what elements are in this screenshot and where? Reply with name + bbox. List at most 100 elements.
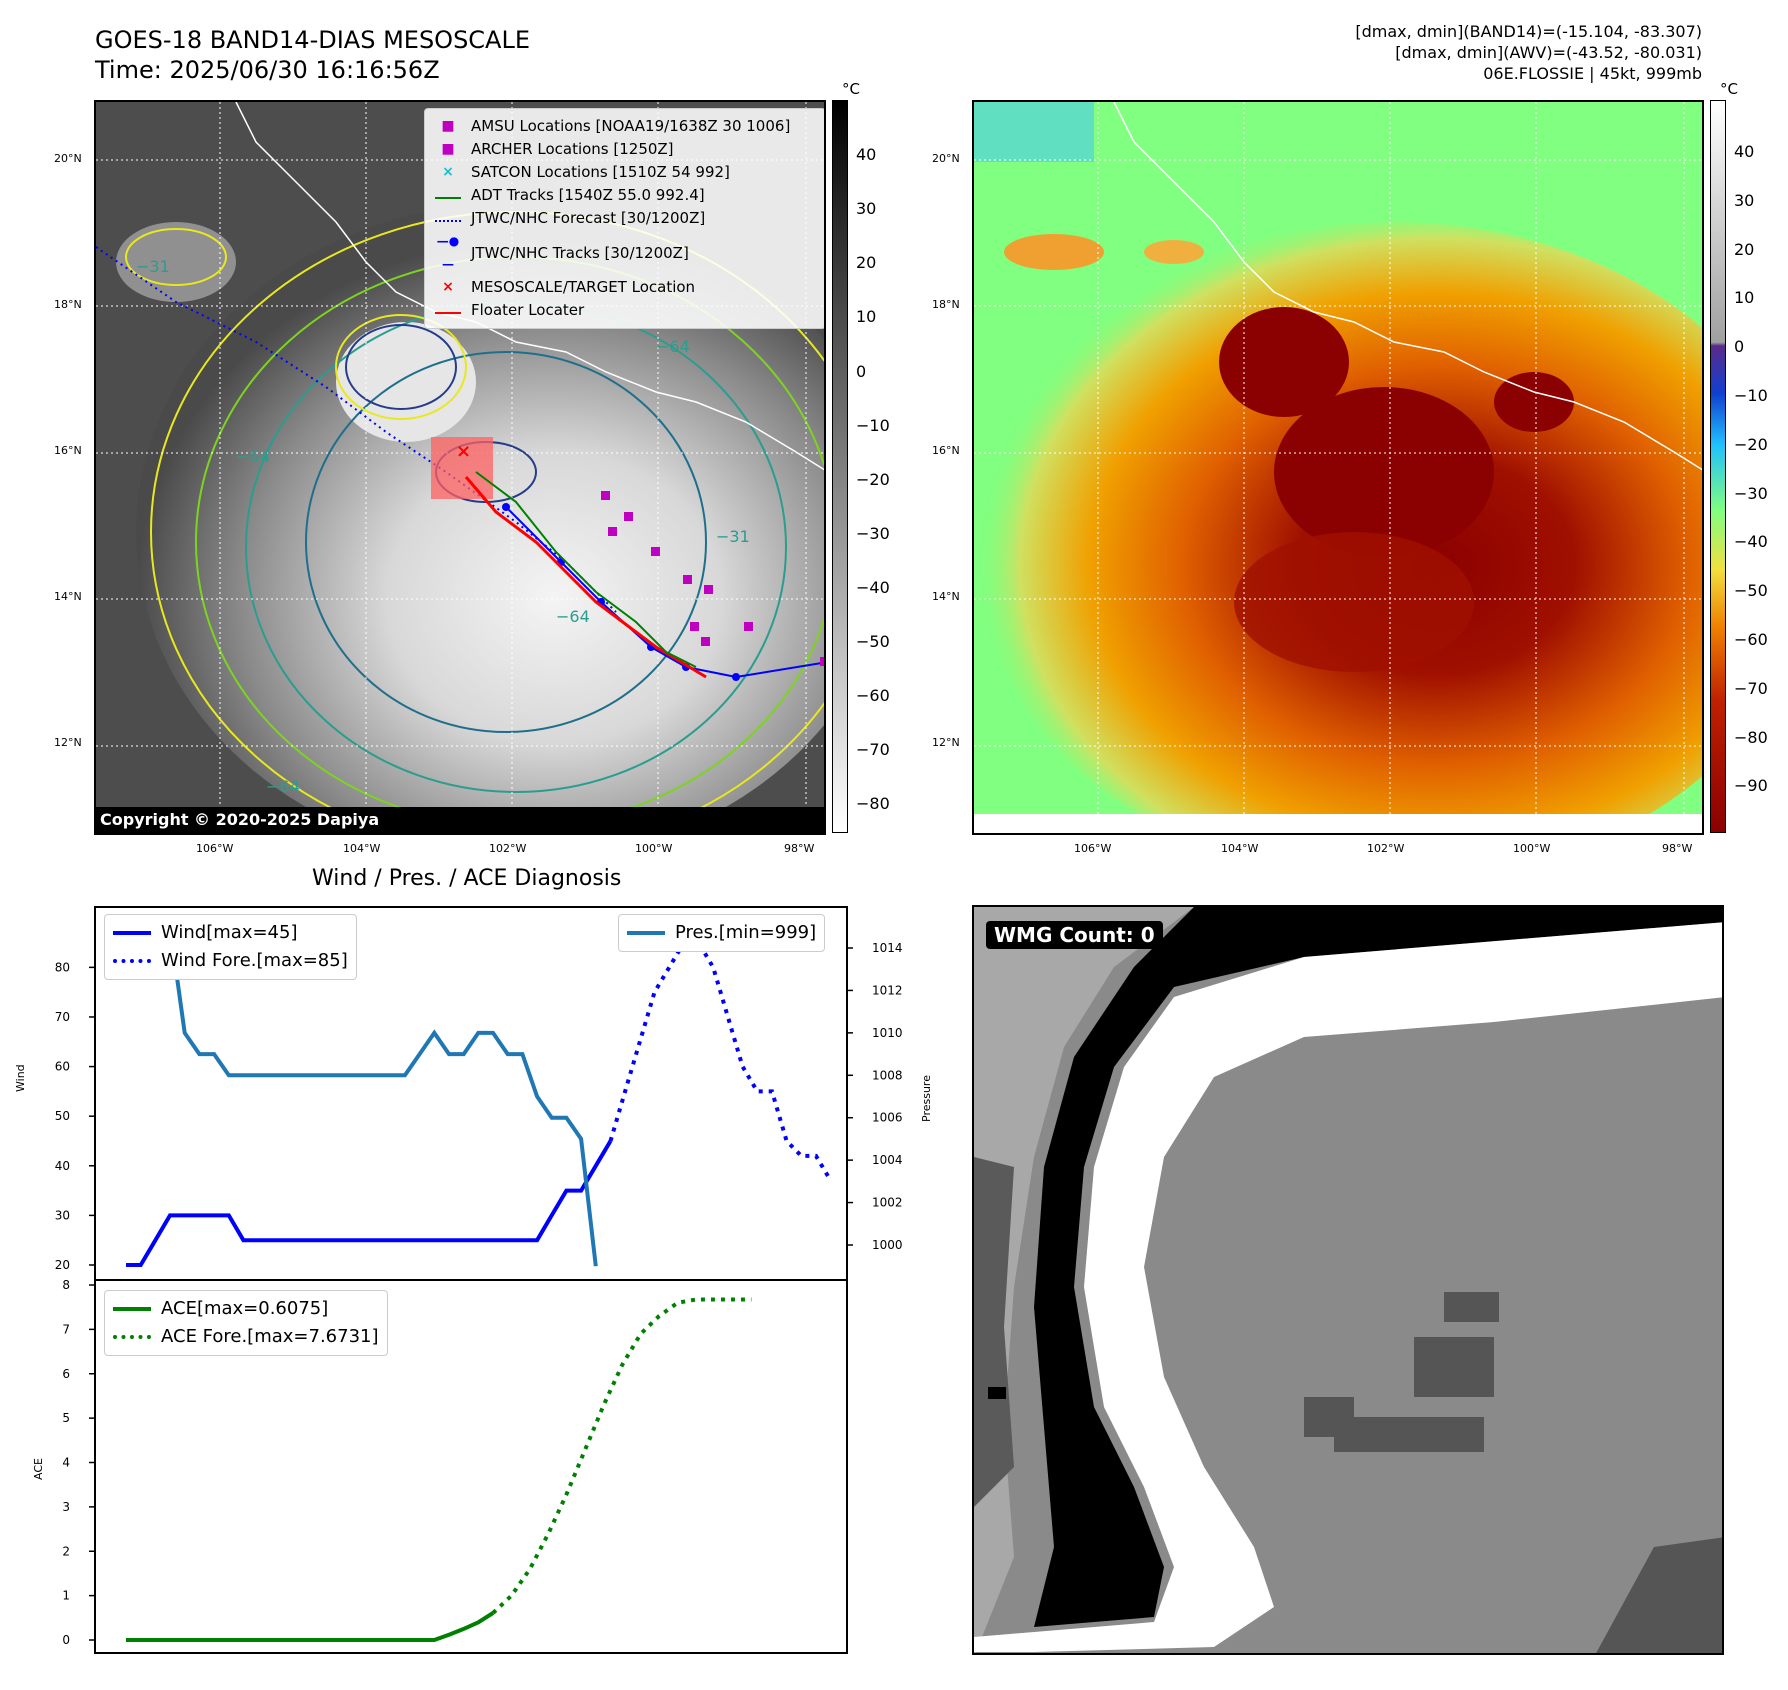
dotted-line-icon (113, 1335, 151, 1339)
cbar-tick: 0 (1734, 337, 1745, 356)
cbar-tick: −20 (856, 470, 890, 489)
jtwc-forecast-track (96, 246, 617, 613)
line-dot-icon: —●— (436, 234, 460, 271)
cold-core-center (1274, 387, 1494, 557)
lon-label: 102°W (1367, 842, 1405, 855)
mesoscale-target-marker: × (456, 441, 471, 462)
copyright-banner: Copyright © 2020-2025 Dapiya (96, 807, 824, 833)
cbar-tick: 30 (856, 199, 877, 218)
dotted-line-icon (433, 207, 463, 230)
warm-patch-n (1144, 240, 1204, 264)
coastline (235, 102, 824, 471)
wind-observed-line (126, 1139, 613, 1267)
lat-label: 18°N (54, 298, 82, 311)
missing-data-strip (974, 814, 1702, 833)
cbar-tick: −50 (856, 632, 890, 651)
cbar-tick: −60 (1734, 630, 1768, 649)
lat-label: 20°N (932, 152, 960, 165)
pres-tick-label: 1008 (872, 1068, 903, 1082)
ace-forecast-line (491, 1297, 752, 1615)
legend-label: Wind Fore.[max=85] (161, 950, 348, 971)
cbar-tick: −10 (1734, 386, 1768, 405)
cbar-unit: °C (842, 80, 860, 98)
lon-label: 100°W (1513, 842, 1551, 855)
ace-tick-label: 6 (62, 1367, 70, 1381)
pres-tick-label: 1000 (872, 1238, 903, 1252)
ace-tick-label: 5 (62, 1411, 70, 1425)
pres-tick-label: 1006 (872, 1111, 903, 1125)
wmg-image (974, 907, 1722, 1653)
legend-item-ace: ACE[max=0.6075] (113, 1295, 379, 1323)
warm-patch-nw (1004, 234, 1104, 270)
satellite-title-line1: GOES-18 BAND14-DIAS MESOSCALE (95, 26, 531, 54)
contour-label: −64 (266, 777, 300, 796)
copyright-text: Copyright © 2020-2025 Dapiya (100, 810, 380, 829)
lon-label: 104°W (1221, 842, 1259, 855)
lon-label: 106°W (1074, 842, 1112, 855)
wmg-dark-corner (1596, 1537, 1722, 1653)
legend-label: JTWC/NHC Forecast [30/1200Z] (471, 209, 706, 227)
square-marker-icon: ■ (441, 118, 455, 134)
line-marker-icon (433, 184, 463, 207)
ace-tick-label: 3 (62, 1500, 70, 1514)
cbar-tick: −50 (1734, 581, 1768, 600)
cbar-tick: 20 (1734, 240, 1755, 259)
x-marker-icon: × (442, 164, 454, 180)
cbar-tick: −30 (856, 524, 890, 543)
dotted-line-icon (113, 959, 151, 963)
legend-item-floater: Floater Locater (433, 299, 817, 322)
wmg-count-badge: WMG Count: 0 (986, 921, 1163, 949)
legend-item-jtwc-forecast: JTWC/NHC Forecast [30/1200Z] (433, 207, 817, 230)
legend-label: ADT Tracks [1540Z 55.0 992.4] (471, 186, 705, 204)
cold-core-north (1219, 307, 1349, 417)
x-marker-icon: × (442, 279, 454, 295)
contour-label: −64 (236, 447, 270, 466)
info-line1: [dmax, dmin](BAND14)=(-15.104, -83.307) (1355, 22, 1702, 41)
adt-track (475, 471, 697, 668)
wind-ylabel: Wind (14, 1064, 27, 1092)
lon-label: 98°W (784, 842, 815, 855)
cbar-tick: −80 (1734, 728, 1768, 747)
cbar-tick: 10 (856, 307, 877, 326)
wmg-count-label: WMG Count: 0 (994, 923, 1155, 947)
lon-label: 98°W (1662, 842, 1693, 855)
enhanced-image (972, 100, 1704, 835)
wind-legend: Wind[max=45] Wind Fore.[max=85] (104, 914, 357, 980)
satellite-legend: ■ AMSU Locations [NOAA19/1638Z 30 1006] ■… (424, 108, 824, 329)
ace-tick-label: 8 (62, 1278, 70, 1292)
diagnosis-title: Wind / Pres. / ACE Diagnosis (312, 866, 622, 891)
enhanced-map (974, 102, 1702, 833)
satellite-colorbar (832, 100, 848, 833)
solid-line-icon (113, 931, 151, 935)
contour-teal-inner (305, 351, 707, 733)
cbar-tick: −60 (856, 686, 890, 705)
info-line3: 06E.FLOSSIE | 45kt, 999mb (1483, 64, 1702, 83)
legend-label: Floater Locater (471, 301, 585, 319)
info-line2: [dmax, dmin](AWV)=(-43.52, -80.031) (1395, 43, 1702, 62)
enhanced-colorbar (1710, 100, 1726, 833)
wind-tick-label: 80 (55, 960, 70, 974)
legend-item-wind: Wind[max=45] (113, 919, 348, 947)
wind-tick-label: 50 (55, 1109, 70, 1123)
legend-label: Wind[max=45] (161, 922, 298, 943)
cbar-tick: −10 (856, 416, 890, 435)
legend-item-mesoscale: × MESOSCALE/TARGET Location (433, 276, 817, 299)
cbar-tick: 20 (856, 253, 877, 272)
pres-ylabel: Pressure (920, 1075, 933, 1122)
legend-item-archer: ■ ARCHER Locations [1250Z] (433, 138, 817, 161)
lat-label: 14°N (54, 590, 82, 603)
legend-label: JTWC/NHC Tracks [30/1200Z] (471, 243, 689, 262)
lat-label: 16°N (54, 444, 82, 457)
legend-item-satcon: × SATCON Locations [1510Z 54 992] (433, 161, 817, 184)
ace-tick-label: 2 (62, 1544, 70, 1558)
cbar-tick: −40 (856, 578, 890, 597)
cbar-tick: 40 (856, 145, 877, 164)
legend-label: AMSU Locations [NOAA19/1638Z 30 1006] (471, 117, 791, 135)
ace-observed-line (126, 1611, 495, 1642)
contour-navy-north (345, 324, 457, 410)
legend-item-amsu: ■ AMSU Locations [NOAA19/1638Z 30 1006] (433, 115, 817, 138)
cbar-tick: −20 (1734, 435, 1768, 454)
wmg-dark-band (974, 1157, 1014, 1507)
contour-yellow-nw (125, 228, 227, 286)
ace-tick-label: 4 (62, 1456, 70, 1470)
